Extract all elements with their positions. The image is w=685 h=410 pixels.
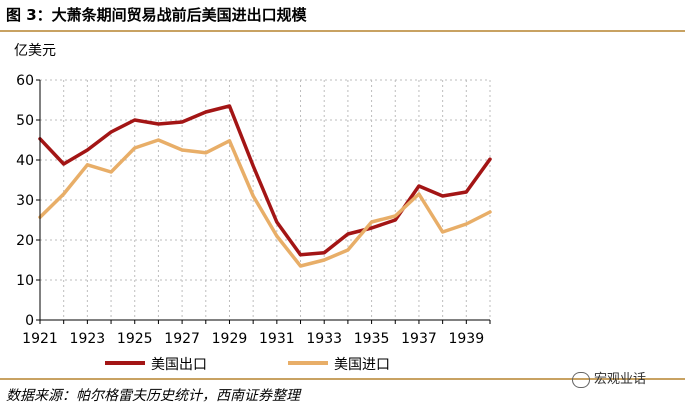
x-tick-label: 1935 bbox=[354, 331, 390, 347]
x-axis-ticks: 1921 1923 1925 1927 1929 1931 1933 1935 1937 1939 bbox=[22, 320, 491, 347]
x-tick-label: 1933 bbox=[306, 331, 342, 347]
watermark: 宏观业话 bbox=[572, 368, 646, 388]
x-tick-label: 1937 bbox=[401, 331, 437, 347]
legend: 美国出口 美国进口 bbox=[105, 357, 390, 373]
x-tick-label: 1939 bbox=[448, 331, 484, 347]
y-axis-ticks: 0 10 20 30 40 50 60 bbox=[16, 73, 40, 329]
y-tick-label: 10 bbox=[16, 273, 34, 289]
series-line-2 bbox=[38, 138, 492, 268]
wechat-icon bbox=[572, 371, 590, 388]
y-tick-label: 50 bbox=[16, 113, 34, 129]
y-tick-label: 40 bbox=[16, 153, 34, 169]
y-tick-label: 20 bbox=[16, 233, 34, 249]
x-tick-label: 1921 bbox=[22, 331, 58, 347]
legend-label-1: 美国出口 bbox=[151, 357, 207, 373]
legend-label-2: 美国进口 bbox=[334, 357, 390, 373]
y-tick-label: 60 bbox=[16, 73, 34, 89]
data-series bbox=[38, 104, 492, 268]
x-tick-label: 1929 bbox=[212, 331, 248, 347]
x-tick-label: 1923 bbox=[70, 331, 106, 347]
x-tick-label: 1925 bbox=[117, 331, 153, 347]
title-rule bbox=[0, 30, 685, 32]
y-axis-label: 亿美元 bbox=[14, 43, 56, 59]
x-tick-label: 1931 bbox=[259, 331, 295, 347]
y-tick-label: 30 bbox=[16, 193, 34, 209]
source-note: 数据来源：帕尔格雷夫历史统计，西南证券整理 bbox=[6, 388, 300, 404]
series-line-1 bbox=[38, 104, 492, 257]
x-tick-label: 1927 bbox=[164, 331, 200, 347]
bottom-rule bbox=[0, 378, 685, 380]
axes bbox=[39, 80, 490, 321]
watermark-text: 宏观业话 bbox=[594, 372, 647, 387]
figure-title: 图 3：大萧条期间贸易战前后美国进出口规模 bbox=[6, 6, 307, 24]
y-tick-label: 0 bbox=[25, 313, 34, 329]
